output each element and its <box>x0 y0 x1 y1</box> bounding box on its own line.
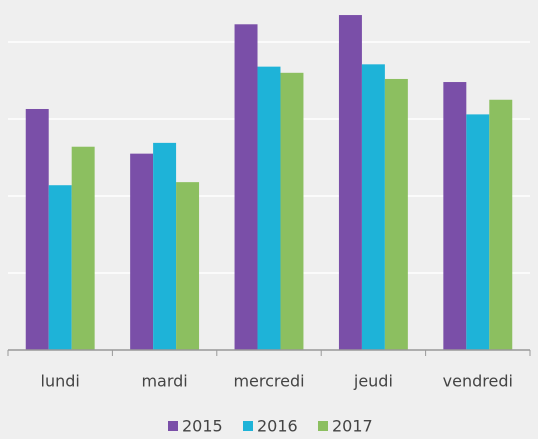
legend-label: 2015 <box>182 417 223 436</box>
bar <box>176 182 200 350</box>
bar <box>71 146 95 350</box>
legend-swatch <box>318 421 328 431</box>
bar <box>443 82 467 350</box>
bar <box>48 185 72 350</box>
bar <box>25 108 49 351</box>
x-tick-label: jeudi <box>353 372 393 391</box>
bar <box>489 99 513 350</box>
legend-label: 2017 <box>332 417 373 436</box>
bar <box>280 72 304 351</box>
x-tick-label: lundi <box>41 372 80 391</box>
x-tick-label: vendredi <box>443 372 513 391</box>
bar <box>257 66 281 350</box>
bar <box>361 64 385 350</box>
bar <box>384 78 408 351</box>
legend-swatch <box>168 421 178 431</box>
bar <box>466 114 490 350</box>
bar <box>130 153 154 350</box>
x-tick-label: mardi <box>141 372 187 391</box>
x-tick-label: mercredi <box>233 372 304 391</box>
bar <box>338 15 362 351</box>
bar <box>234 24 258 350</box>
legend-swatch <box>243 421 253 431</box>
bar <box>153 142 177 350</box>
legend-label: 2016 <box>257 417 298 436</box>
